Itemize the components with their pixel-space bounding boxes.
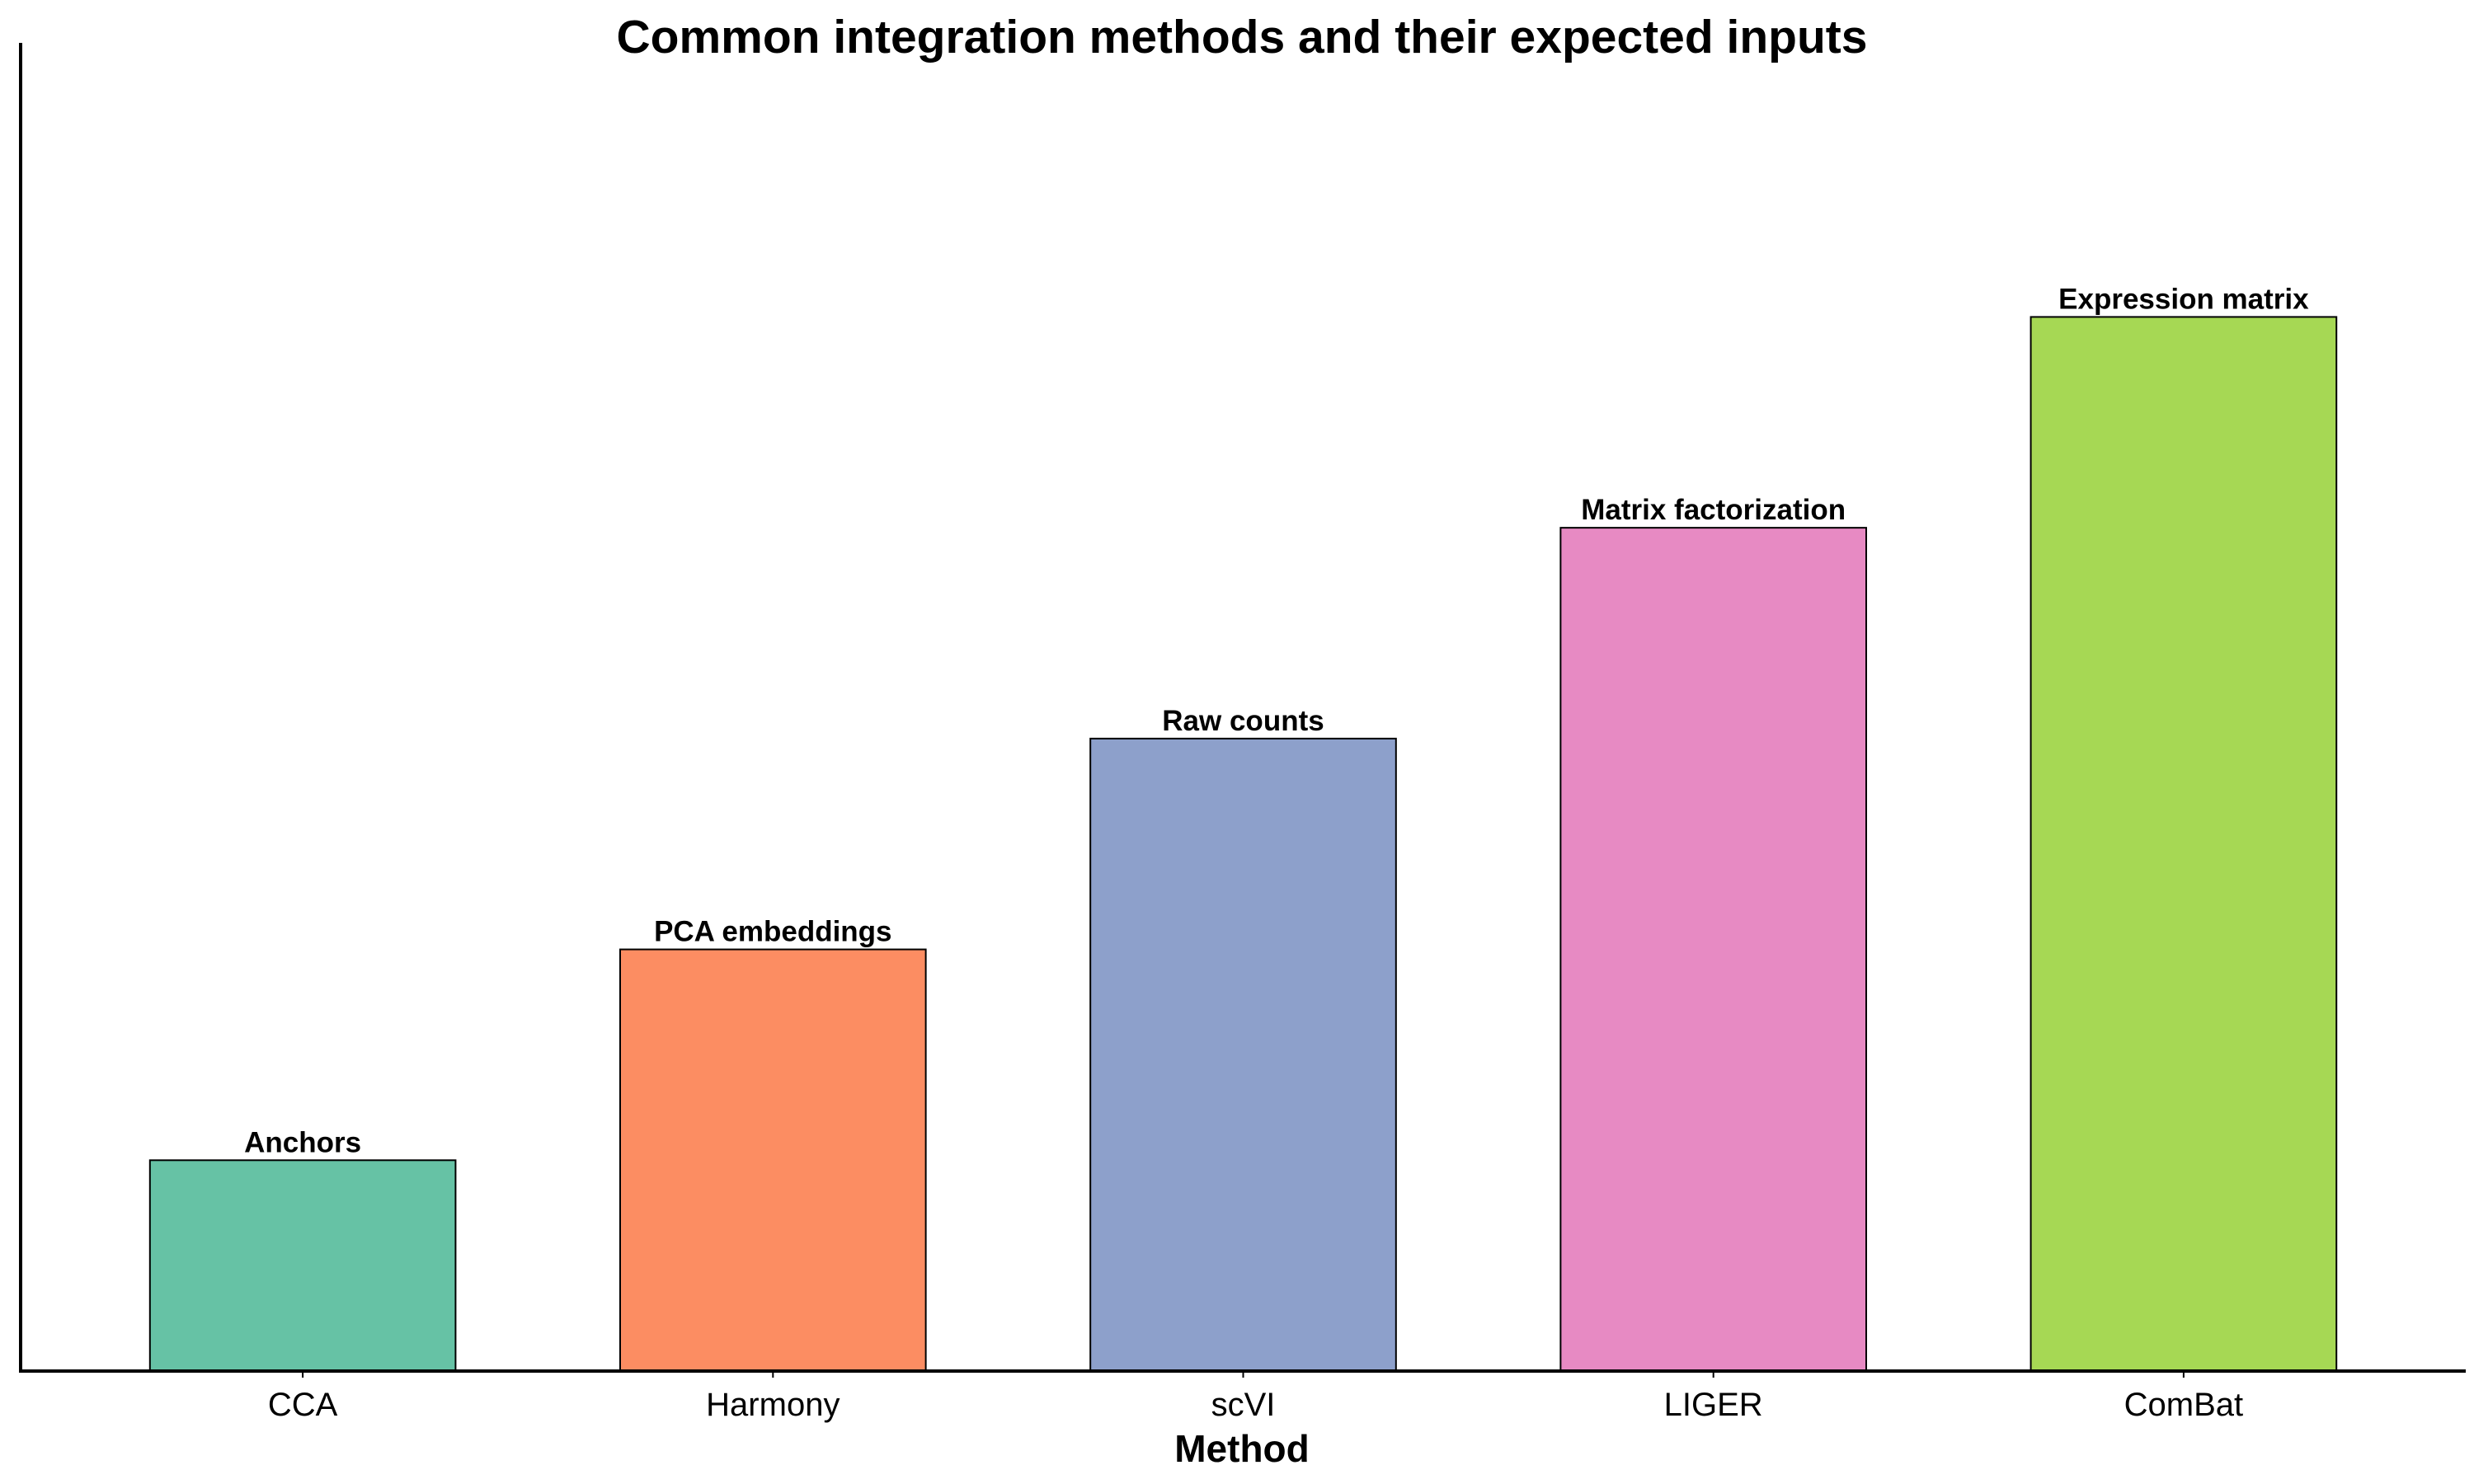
bars-group — [148, 316, 2338, 1373]
data-label-harmony: PCA embeddings — [654, 916, 891, 948]
x-tick-label-cca: CCA — [268, 1387, 338, 1423]
x-tick-label-scvi: scVI — [1211, 1387, 1276, 1423]
bar-combat — [2030, 316, 2338, 1372]
bar-scvi — [1089, 737, 1397, 1372]
bar-harmony — [618, 948, 927, 1372]
data-label-combat: Expression matrix — [2058, 283, 2309, 315]
bar-cca — [148, 1159, 457, 1373]
x-tick-label-combat: ComBat — [2124, 1387, 2244, 1423]
x-axis-label: Method — [1174, 1427, 1310, 1470]
chart-title: Common integration methods and their exp… — [617, 11, 1868, 63]
data-label-scvi: Raw counts — [1162, 705, 1324, 737]
x-tick-label-liger: LIGER — [1664, 1387, 1763, 1423]
data-labels-group: Anchors PCA embeddings Raw counts Matrix fa… — [244, 283, 2309, 1158]
data-label-cca: Anchors — [244, 1126, 361, 1158]
data-label-liger: Matrix factorization — [1581, 494, 1846, 526]
x-ticks-group: CCA Harmony scVI LIGER ComBat — [268, 1371, 2243, 1423]
bar-liger — [1559, 527, 1868, 1372]
x-tick-label-harmony: Harmony — [706, 1387, 840, 1423]
